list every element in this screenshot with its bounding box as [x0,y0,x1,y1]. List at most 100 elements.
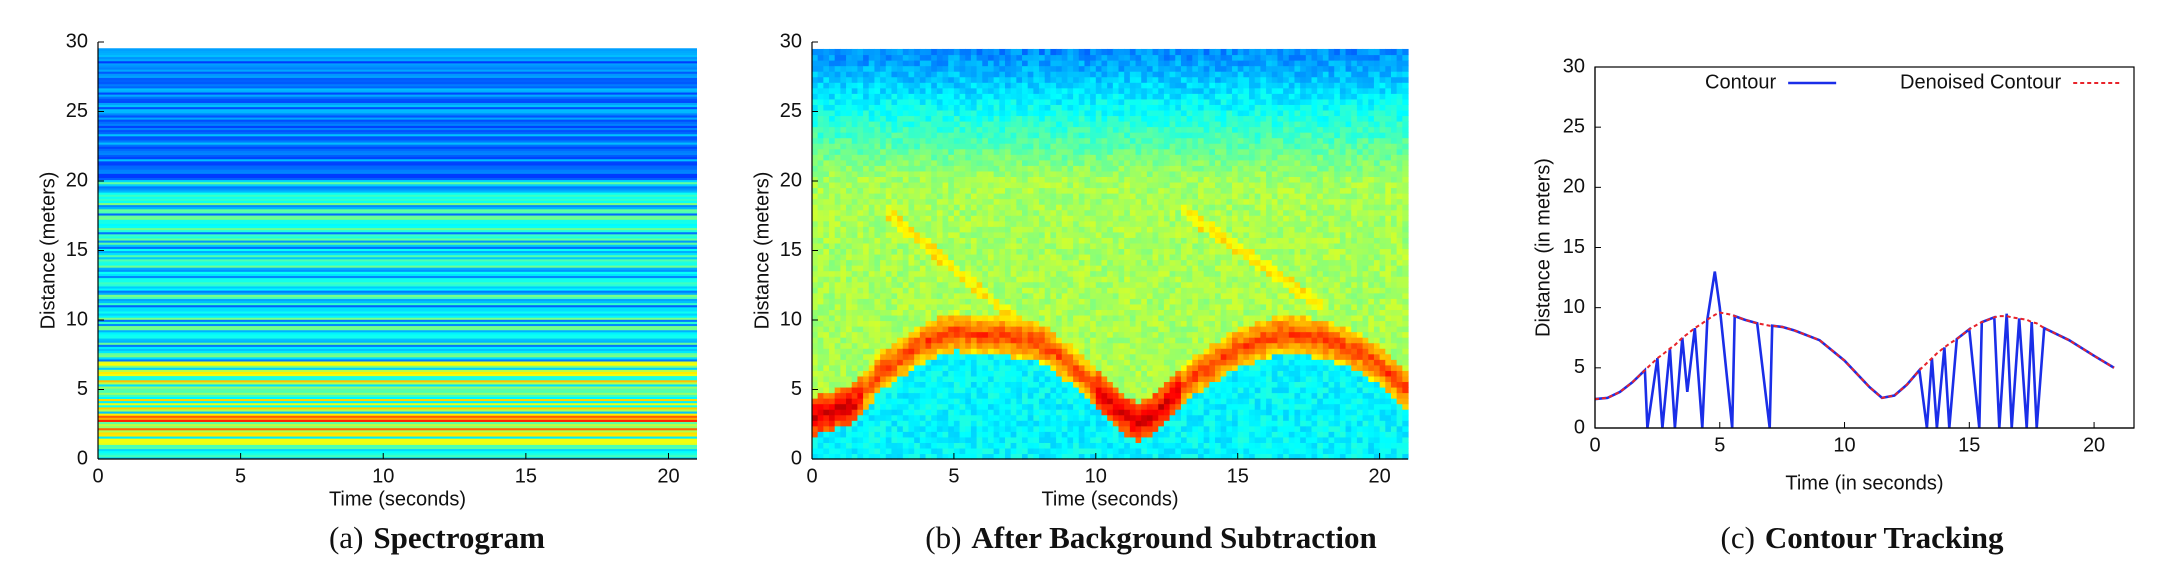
heatmap-texture [857,187,863,193]
heatmap-texture [943,193,949,199]
heatmap-texture [897,54,903,60]
heatmap-texture [1153,171,1159,177]
heatmap-texture [1107,354,1113,360]
heatmap-texture [931,376,937,382]
heatmap-texture [1096,332,1102,338]
heatmap-texture [1119,110,1125,116]
heatmap-texture [1079,104,1085,110]
heatmap-texture [1119,365,1125,371]
heatmap-texture [1028,381,1034,387]
heatmap-texture [943,276,949,282]
heatmap-texture [886,365,892,371]
heatmap-texture [999,154,1005,160]
heatmap-texture [1033,54,1039,60]
heatmap-texture [1005,393,1011,399]
heatmap-texture [1170,337,1176,343]
heatmap-texture [965,426,971,432]
heatmap-texture [1158,293,1164,299]
heatmap-texture [1113,354,1119,360]
heatmap-texture [1005,326,1011,332]
heatmap-texture [818,332,824,338]
heatmap-texture [982,426,988,432]
heatmap-texture [1056,404,1062,410]
heatmap-texture [965,110,971,116]
heatmap-texture [1090,165,1096,171]
heatmap-texture [869,221,875,227]
heatmap-texture [1016,54,1022,60]
heatmap-texture [1005,442,1011,448]
heatmap-texture [891,282,897,288]
heatmap-texture [1090,99,1096,105]
heatmap-texture [812,199,818,205]
heatmap-texture [1022,82,1028,88]
heatmap-texture [1033,420,1039,426]
heatmap-texture [960,304,966,310]
heatmap-texture [818,82,824,88]
heatmap-texture [874,49,880,55]
heatmap-texture [1141,320,1147,326]
heatmap-texture [971,66,977,72]
heatmap-texture [1164,265,1170,271]
heatmap-texture [999,248,1005,254]
heatmap-texture [1147,293,1153,299]
heatmap-texture [903,54,909,60]
heatmap-texture [1170,54,1176,60]
heatmap-texture [965,293,971,299]
heatmap-texture [1084,82,1090,88]
heatmap-texture [1067,354,1073,360]
heatmap-texture [897,221,903,227]
heatmap-texture [1022,271,1028,277]
heatmap-texture [823,404,829,410]
heatmap-texture [994,215,1000,221]
heatmap-texture [891,393,897,399]
heatmap-texture [1136,332,1142,338]
heatmap-texture [982,165,988,171]
heatmap-texture [1164,276,1170,282]
heatmap-texture [818,171,824,177]
heatmap-texture [1124,304,1130,310]
heatmap-texture [857,287,863,293]
heatmap-texture [857,320,863,326]
heatmap-texture [960,187,966,193]
heatmap-texture [1033,387,1039,393]
heatmap-texture [891,127,897,133]
heatmap-texture [994,115,1000,121]
heatmap-texture [846,354,852,360]
heatmap-texture [1028,398,1034,404]
heatmap-texture [1011,187,1017,193]
heatmap-texture [1130,187,1136,193]
heatmap-texture [1164,104,1170,110]
heatmap-texture [1136,381,1142,387]
heatmap-texture [988,143,994,149]
heatmap-texture [840,165,846,171]
heatmap-texture [886,154,892,160]
heatmap-texture [926,165,932,171]
heatmap-texture [1011,293,1017,299]
heatmap-texture [1170,226,1176,232]
heatmap-texture [1113,376,1119,382]
heatmap-texture [857,404,863,410]
heatmap-texture [1011,49,1017,55]
heatmap-texture [1073,115,1079,121]
heatmap-texture [1045,66,1051,72]
heatmap-texture [999,226,1005,232]
heatmap-texture [1011,276,1017,282]
heatmap-texture [1153,354,1159,360]
heatmap-texture [920,149,926,155]
heatmap-texture [914,370,920,376]
heatmap-texture [880,448,886,454]
heatmap-texture [1141,415,1147,421]
heatmap-texture [1158,332,1164,338]
heatmap-texture [1124,431,1130,437]
heatmap-texture [1079,232,1085,238]
heatmap-texture [1141,298,1147,304]
heatmap-texture [943,210,949,216]
heatmap-texture [1016,210,1022,216]
heatmap-texture [1141,165,1147,171]
heatmap-texture [943,260,949,266]
heatmap-texture [818,127,824,133]
heatmap-texture [891,187,897,193]
heatmap-texture [988,121,994,127]
heatmap-texture [960,437,966,443]
heatmap-texture [852,304,858,310]
